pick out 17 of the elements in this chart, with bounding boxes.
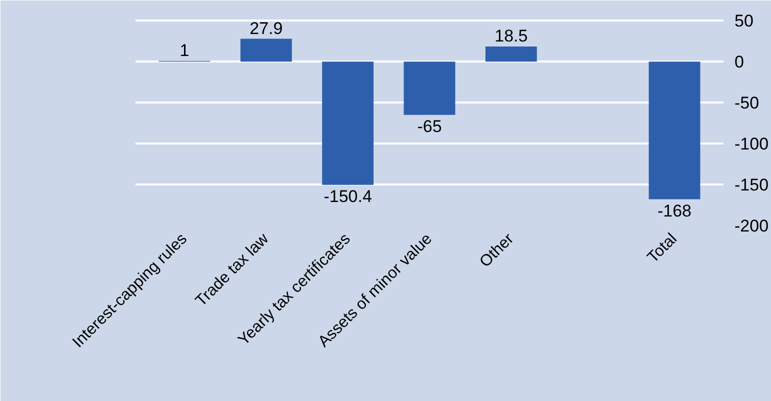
- y-tick-label: -200: [734, 216, 769, 236]
- data-label: -168: [657, 201, 692, 220]
- bar: [404, 62, 456, 115]
- bar: [485, 46, 537, 62]
- data-label: 1: [180, 40, 190, 60]
- data-label: 18.5: [494, 26, 528, 46]
- bar: [240, 38, 292, 62]
- y-tick-label: -50: [734, 94, 760, 113]
- y-tick-label: -100: [734, 134, 769, 154]
- bar: [648, 62, 700, 200]
- data-label: -150.4: [324, 186, 372, 206]
- bar: [322, 62, 374, 185]
- y-tick-label: -150: [734, 176, 769, 195]
- y-tick-label: 0: [734, 52, 744, 72]
- y-tick-label: 50: [734, 12, 754, 31]
- data-label: -65: [417, 116, 442, 136]
- data-label: 27.9: [250, 18, 283, 38]
